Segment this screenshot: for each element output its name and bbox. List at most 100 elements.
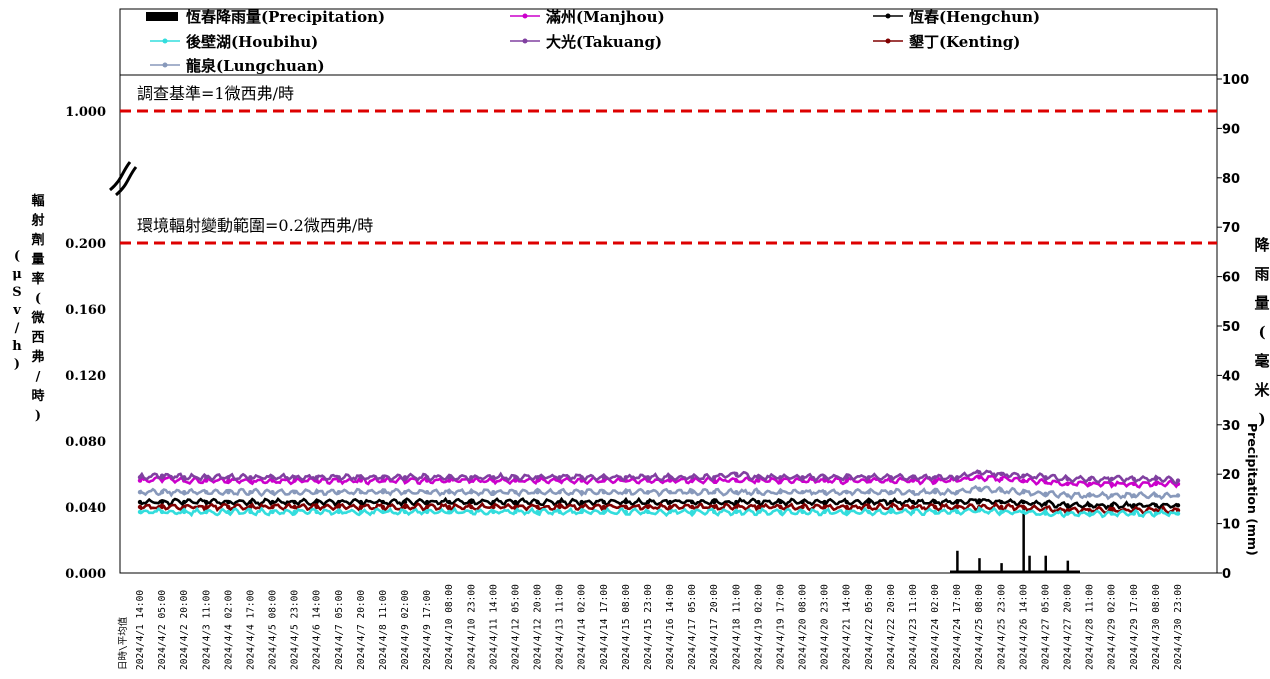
series-point	[822, 504, 827, 510]
series-point	[358, 475, 364, 480]
series-point	[446, 504, 452, 510]
x-tick-label: 2024/4/20 23:00	[820, 584, 831, 670]
legend-label: 大光(Takuang)	[546, 33, 662, 51]
series-point	[1153, 476, 1159, 482]
series-point	[336, 489, 341, 495]
series-point	[689, 509, 695, 515]
x-tick-label: 日時\平均值	[117, 616, 129, 670]
x-tick-label: 2024/4/23 11:00	[908, 584, 919, 670]
series-point	[358, 489, 364, 495]
y-right-tick-label: 60	[1222, 271, 1240, 286]
series-point	[270, 509, 275, 515]
series-point	[822, 509, 827, 515]
series-point	[1087, 476, 1092, 482]
y-right-tick-label: 40	[1222, 369, 1240, 384]
series-point	[292, 504, 297, 510]
y-left-title-char: (	[35, 292, 41, 307]
series-point	[557, 499, 562, 505]
series-point	[204, 499, 209, 505]
series-point	[800, 489, 805, 495]
x-tick-label: 2024/4/17 20:00	[709, 584, 720, 670]
series-point	[1109, 493, 1114, 498]
series-point	[1175, 511, 1181, 516]
series-point	[844, 475, 849, 480]
series-point	[778, 509, 783, 515]
series-point	[204, 475, 209, 480]
series-point	[137, 499, 143, 505]
series-point	[159, 489, 165, 495]
series-point	[1175, 478, 1181, 483]
y-left-unit-char: /	[15, 321, 20, 336]
series-point	[1087, 493, 1092, 498]
series-point	[314, 504, 319, 510]
series-point	[866, 475, 872, 480]
series-point	[204, 489, 209, 495]
series-point	[248, 475, 253, 480]
precipitation-bar	[956, 550, 959, 573]
series-point	[645, 509, 651, 515]
series-point	[380, 499, 386, 505]
series-point	[977, 486, 982, 492]
y-left-title-char: 時	[31, 388, 44, 404]
series-point	[402, 504, 408, 510]
series-point	[314, 499, 319, 505]
series-point	[756, 475, 761, 480]
x-tick-label: 2024/4/5 23:00	[290, 590, 301, 670]
series-point	[292, 475, 297, 480]
y-left-tick-label: 0.000	[65, 567, 106, 582]
series-point	[380, 504, 386, 510]
series-point	[932, 509, 938, 515]
series-point	[557, 509, 562, 515]
x-tick-label: 2024/4/26 14:00	[1018, 584, 1029, 670]
x-tick-label: 2024/4/30 23:00	[1173, 584, 1184, 670]
series-point	[1087, 481, 1092, 487]
series-point	[469, 499, 474, 505]
series-point	[226, 504, 231, 510]
series-point	[380, 478, 386, 483]
plot-area	[119, 74, 1218, 574]
series-point	[137, 478, 143, 483]
series-point	[999, 504, 1004, 510]
series-point	[270, 504, 275, 510]
series-point	[601, 489, 606, 495]
series-point	[888, 509, 894, 515]
series-point	[358, 509, 364, 515]
x-tick-label: 2024/4/29 02:00	[1107, 584, 1118, 670]
precipitation-bars	[950, 508, 1080, 573]
series-point	[380, 475, 386, 480]
series-point	[756, 499, 761, 505]
series-point	[1153, 508, 1159, 513]
series-point	[292, 499, 297, 505]
series-point	[645, 499, 651, 505]
series-point	[977, 470, 982, 475]
series-point	[204, 478, 209, 483]
series-point	[446, 478, 452, 483]
legend-label: 恆春(Hengchun)	[908, 8, 1040, 26]
series-point	[579, 475, 584, 480]
series-point	[756, 504, 761, 510]
series-point	[1175, 508, 1181, 513]
series-point	[557, 489, 562, 495]
y-left-title-char: /	[36, 370, 41, 385]
series-point	[535, 489, 540, 495]
series-line	[138, 469, 1180, 485]
legend-marker	[162, 38, 168, 44]
series-point	[689, 475, 695, 480]
y-right-tick-label: 10	[1222, 518, 1240, 533]
series-point	[601, 499, 606, 505]
x-tick-label: 2024/4/3 11:00	[201, 590, 212, 670]
series-point	[557, 504, 562, 510]
series-point	[712, 475, 717, 480]
series-point	[1109, 481, 1114, 487]
y-right-tick-label: 70	[1222, 221, 1240, 236]
y-right-tick-label: 20	[1222, 468, 1240, 483]
series-point	[623, 509, 629, 515]
x-tick-label: 2024/4/25 08:00	[974, 584, 985, 670]
series-point	[623, 504, 629, 510]
x-tick-label: 2024/4/15 23:00	[643, 584, 654, 670]
series-point	[910, 509, 916, 515]
series-point	[910, 499, 916, 505]
x-tick-label: 2024/4/9 17:00	[422, 590, 433, 670]
series-point	[866, 504, 872, 510]
series-point	[689, 489, 695, 495]
